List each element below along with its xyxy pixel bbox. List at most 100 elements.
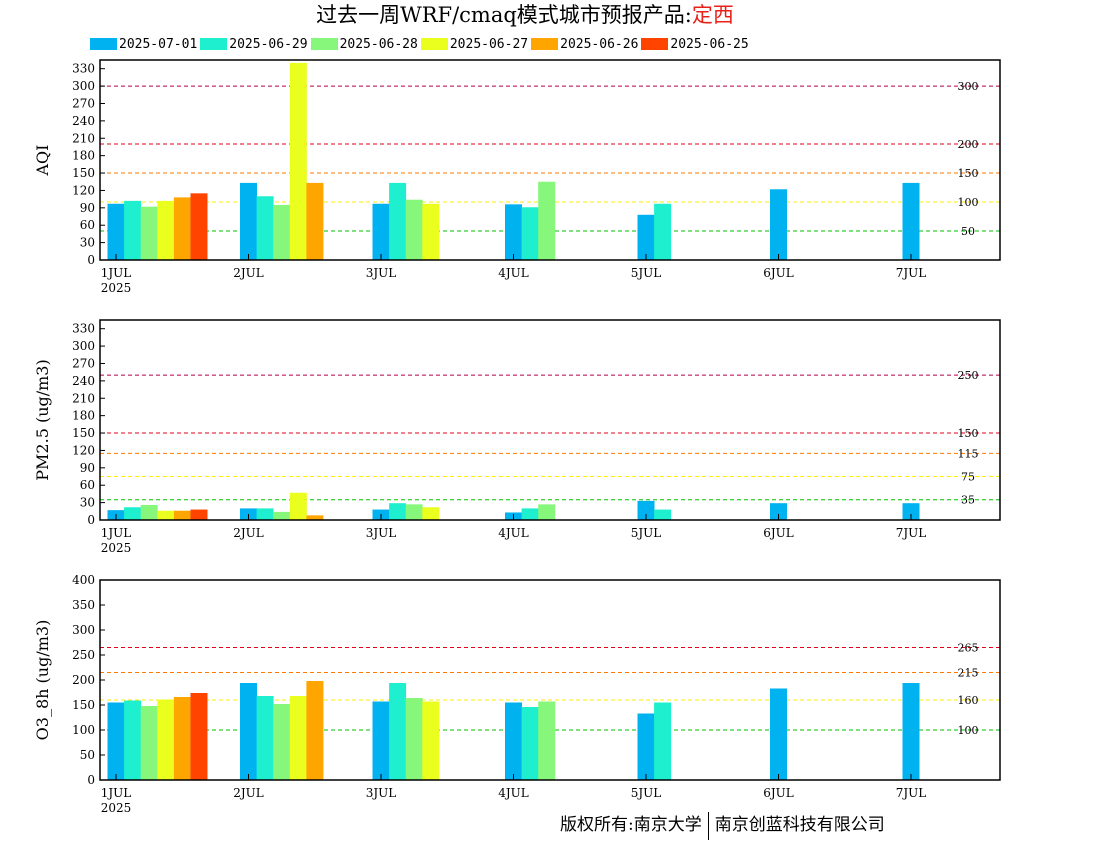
pm25-ytick-label: 210 [72,391,95,405]
pm25-bar [902,503,920,520]
pm25-bar [140,504,158,520]
aqi-bar [107,203,125,260]
pm25-xtick-label: 1JUL [101,526,132,540]
legend-item: 2025-06-27 [420,36,529,52]
pm25-xtick-label: 3JUL [366,526,397,540]
pm25-xtick-label: 5JUL [631,526,662,540]
o3-ytick-label: 0 [87,773,95,787]
aqi-ytick-label: 240 [72,114,95,128]
aqi-bar [289,62,307,260]
o3-bar [770,688,787,780]
o3-bar [240,683,257,780]
legend-item: 2025-06-25 [641,36,749,52]
aqi-bar [240,182,257,260]
aqi-bar [124,200,142,260]
aqi-ytick-label: 300 [72,79,95,93]
pm25-plot-frame [99,319,1001,521]
o3-xtick-label: 6JUL [763,786,794,800]
pm25-threshold-label: 250 [958,369,979,382]
o3-ylabel: O3_8h (ug/m3) [33,620,52,741]
aqi-threshold-label: 300 [958,80,979,93]
o3-xtick-label: 2JUL [233,786,264,800]
o3-bar [637,713,655,780]
aqi-bar [190,193,208,260]
pm25-bar [405,504,423,520]
aqi-bar [654,203,672,260]
aqi-bar [372,203,390,260]
pm25-bar [422,507,440,520]
aqi-xtick-label: 2JUL [233,266,264,280]
aqi-bar [273,204,291,260]
chart-title: 过去一周WRF/cmaq模式城市预报产品:定西 [0,2,1050,28]
pm25-bar [124,507,142,520]
aqi-xtick-label: 4JUL [498,266,529,280]
o3-ytick-label: 250 [72,648,95,662]
o3-bar [173,697,191,780]
aqi-bar [157,200,175,260]
aqi-ytick-label: 60 [80,218,95,232]
o3-ytick-label: 100 [72,723,95,737]
aqi-bar [256,196,274,260]
aqi-threshold-label: 100 [958,196,979,209]
aqi-bar [173,197,191,260]
pm25-bar [637,500,655,520]
o3-bar [654,702,672,780]
pm25-ytick-label: 30 [80,496,95,510]
aqi-ytick-label: 180 [72,149,95,163]
aqi-bar [405,199,423,260]
pm25-xtick-label: 2JUL [233,526,264,540]
legend-swatch [310,38,338,50]
aqi-xtick-label: 1JUL [101,266,132,280]
pm25-bar [521,508,539,520]
legend-swatch [90,38,117,50]
o3-ytick-label: 150 [72,698,95,712]
o3-bar [505,702,522,780]
pm25-ytick-label: 60 [80,478,95,492]
legend-label: 2025-06-27 [449,36,529,52]
pm25-ytick-label: 0 [87,513,95,527]
o3-xtick-label: 4JUL [498,786,529,800]
legend-item: 2025-07-01 [90,36,197,52]
o3-xtick-label: 5JUL [631,786,662,800]
aqi-bar [902,182,920,260]
aqi-threshold-label: 150 [958,167,979,180]
pm25-bar [289,492,307,520]
aqi-ytick-label: 330 [72,62,95,76]
pm25-xtick-label: 4JUL [498,526,529,540]
aqi-bar [637,214,655,260]
aqi-xtick-label: 3JUL [366,266,397,280]
o3-xyear-label: 2025 [101,801,132,815]
aqi-threshold-label: 50 [961,225,975,238]
aqi-ytick-label: 120 [72,183,95,197]
pm25-ytick-label: 120 [72,443,95,457]
o3-bar [289,696,307,780]
pm25-ytick-label: 270 [72,356,95,370]
o3-threshold-label: 100 [958,724,979,737]
aqi-ytick-label: 210 [72,131,95,145]
pm25-bar [538,504,556,520]
o3-bar [273,704,291,780]
pm25-xyear-label: 2025 [101,541,132,555]
pm25-ylabel: PM2.5 (ug/m3) [33,359,52,480]
pm25-bar [389,503,407,520]
o3-ytick-label: 400 [72,573,95,587]
pm25-ytick-label: 240 [72,374,95,388]
o3-plot-frame [99,579,1001,781]
title-prefix: 过去一周WRF/cmaq模式城市预报产品: [316,3,692,27]
o3-bar [902,683,920,780]
aqi-bar [422,203,440,260]
o3-threshold-label: 160 [958,694,979,707]
pm25-threshold-label: 150 [958,427,979,440]
pm25-threshold-label: 115 [958,447,979,460]
aqi-bar [389,182,407,260]
o3-bar [190,693,208,780]
pm25-xtick-label: 7JUL [896,526,927,540]
o3-ytick-label: 200 [72,673,95,687]
aqi-xyear-label: 2025 [101,281,132,295]
o3-bar [256,696,274,780]
copyright-right: 南京创蓝科技有限公司 [714,815,885,835]
o3-bar [538,701,556,780]
o3-threshold-label: 215 [958,667,979,680]
title-city: 定西 [691,3,734,27]
pm25-bar [770,503,787,520]
